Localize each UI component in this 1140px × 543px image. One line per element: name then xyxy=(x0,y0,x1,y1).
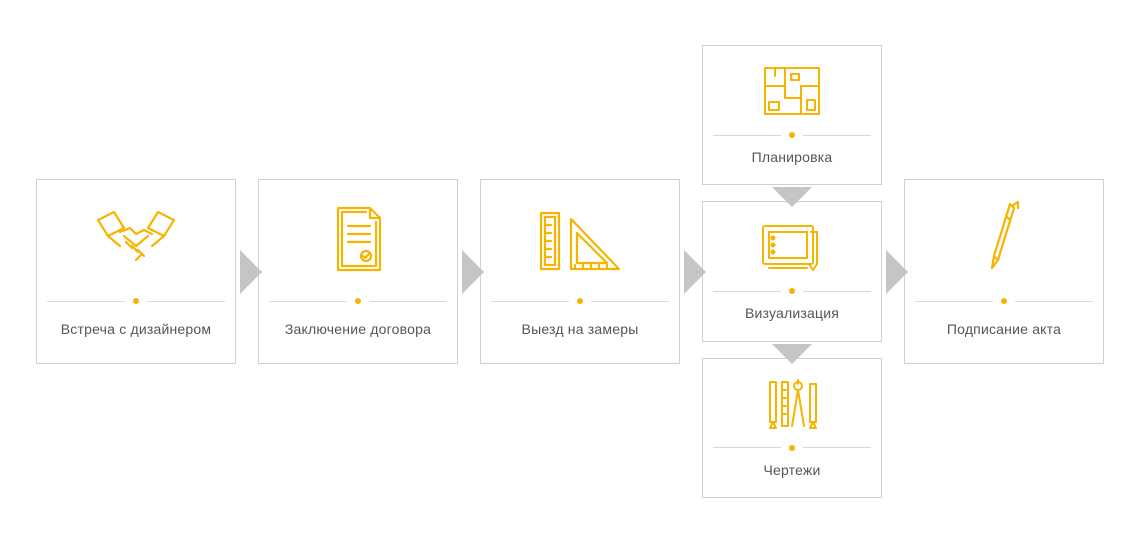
substep-plan: Планировка xyxy=(702,45,882,185)
step-contract: Заключение договора xyxy=(258,179,458,363)
step-label: Визуализация xyxy=(745,304,839,322)
step-sign: Подписание акта xyxy=(904,179,1104,363)
divider xyxy=(491,298,669,304)
divider-dot xyxy=(355,298,361,304)
divider-dot xyxy=(577,298,583,304)
step-label: Планировка xyxy=(752,148,833,166)
step-label: Подписание акта xyxy=(947,320,1061,338)
step-label: Заключение договора xyxy=(285,320,431,338)
arrow-right-icon xyxy=(240,250,262,294)
divider xyxy=(713,132,871,138)
divider-dot xyxy=(789,445,795,451)
substep-drawings: Чертежи xyxy=(702,358,882,498)
divider-dot xyxy=(789,288,795,294)
divider xyxy=(713,288,871,294)
floorplan-icon xyxy=(761,60,823,122)
divider xyxy=(713,445,871,451)
divider xyxy=(47,298,225,304)
ruler-triangle-icon xyxy=(535,200,625,280)
tablet-icon xyxy=(759,216,825,278)
step-label: Выезд на замеры xyxy=(522,320,639,338)
pen-icon xyxy=(984,200,1024,280)
arrow-right-icon xyxy=(684,250,706,294)
arrow-right-icon xyxy=(462,250,484,294)
divider-dot xyxy=(133,298,139,304)
process-flow: Встреча с дизайнером Заключение договора xyxy=(36,45,1104,498)
step-meet: Встреча с дизайнером xyxy=(36,179,236,363)
divider-dot xyxy=(1001,298,1007,304)
step-measure: Выезд на замеры xyxy=(480,179,680,363)
divider xyxy=(269,298,447,304)
arrow-down-icon xyxy=(772,344,812,364)
document-icon xyxy=(330,200,386,280)
substep-visual: Визуализация xyxy=(702,201,882,341)
step-label: Встреча с дизайнером xyxy=(61,320,211,338)
step-label: Чертежи xyxy=(763,461,820,479)
divider xyxy=(915,298,1093,304)
arrow-right-icon xyxy=(886,250,908,294)
handshake-icon xyxy=(96,200,176,280)
step-substack: Планировка Визуа xyxy=(702,45,882,498)
divider-dot xyxy=(789,132,795,138)
arrow-down-icon xyxy=(772,187,812,207)
drafting-tools-icon xyxy=(764,373,820,435)
